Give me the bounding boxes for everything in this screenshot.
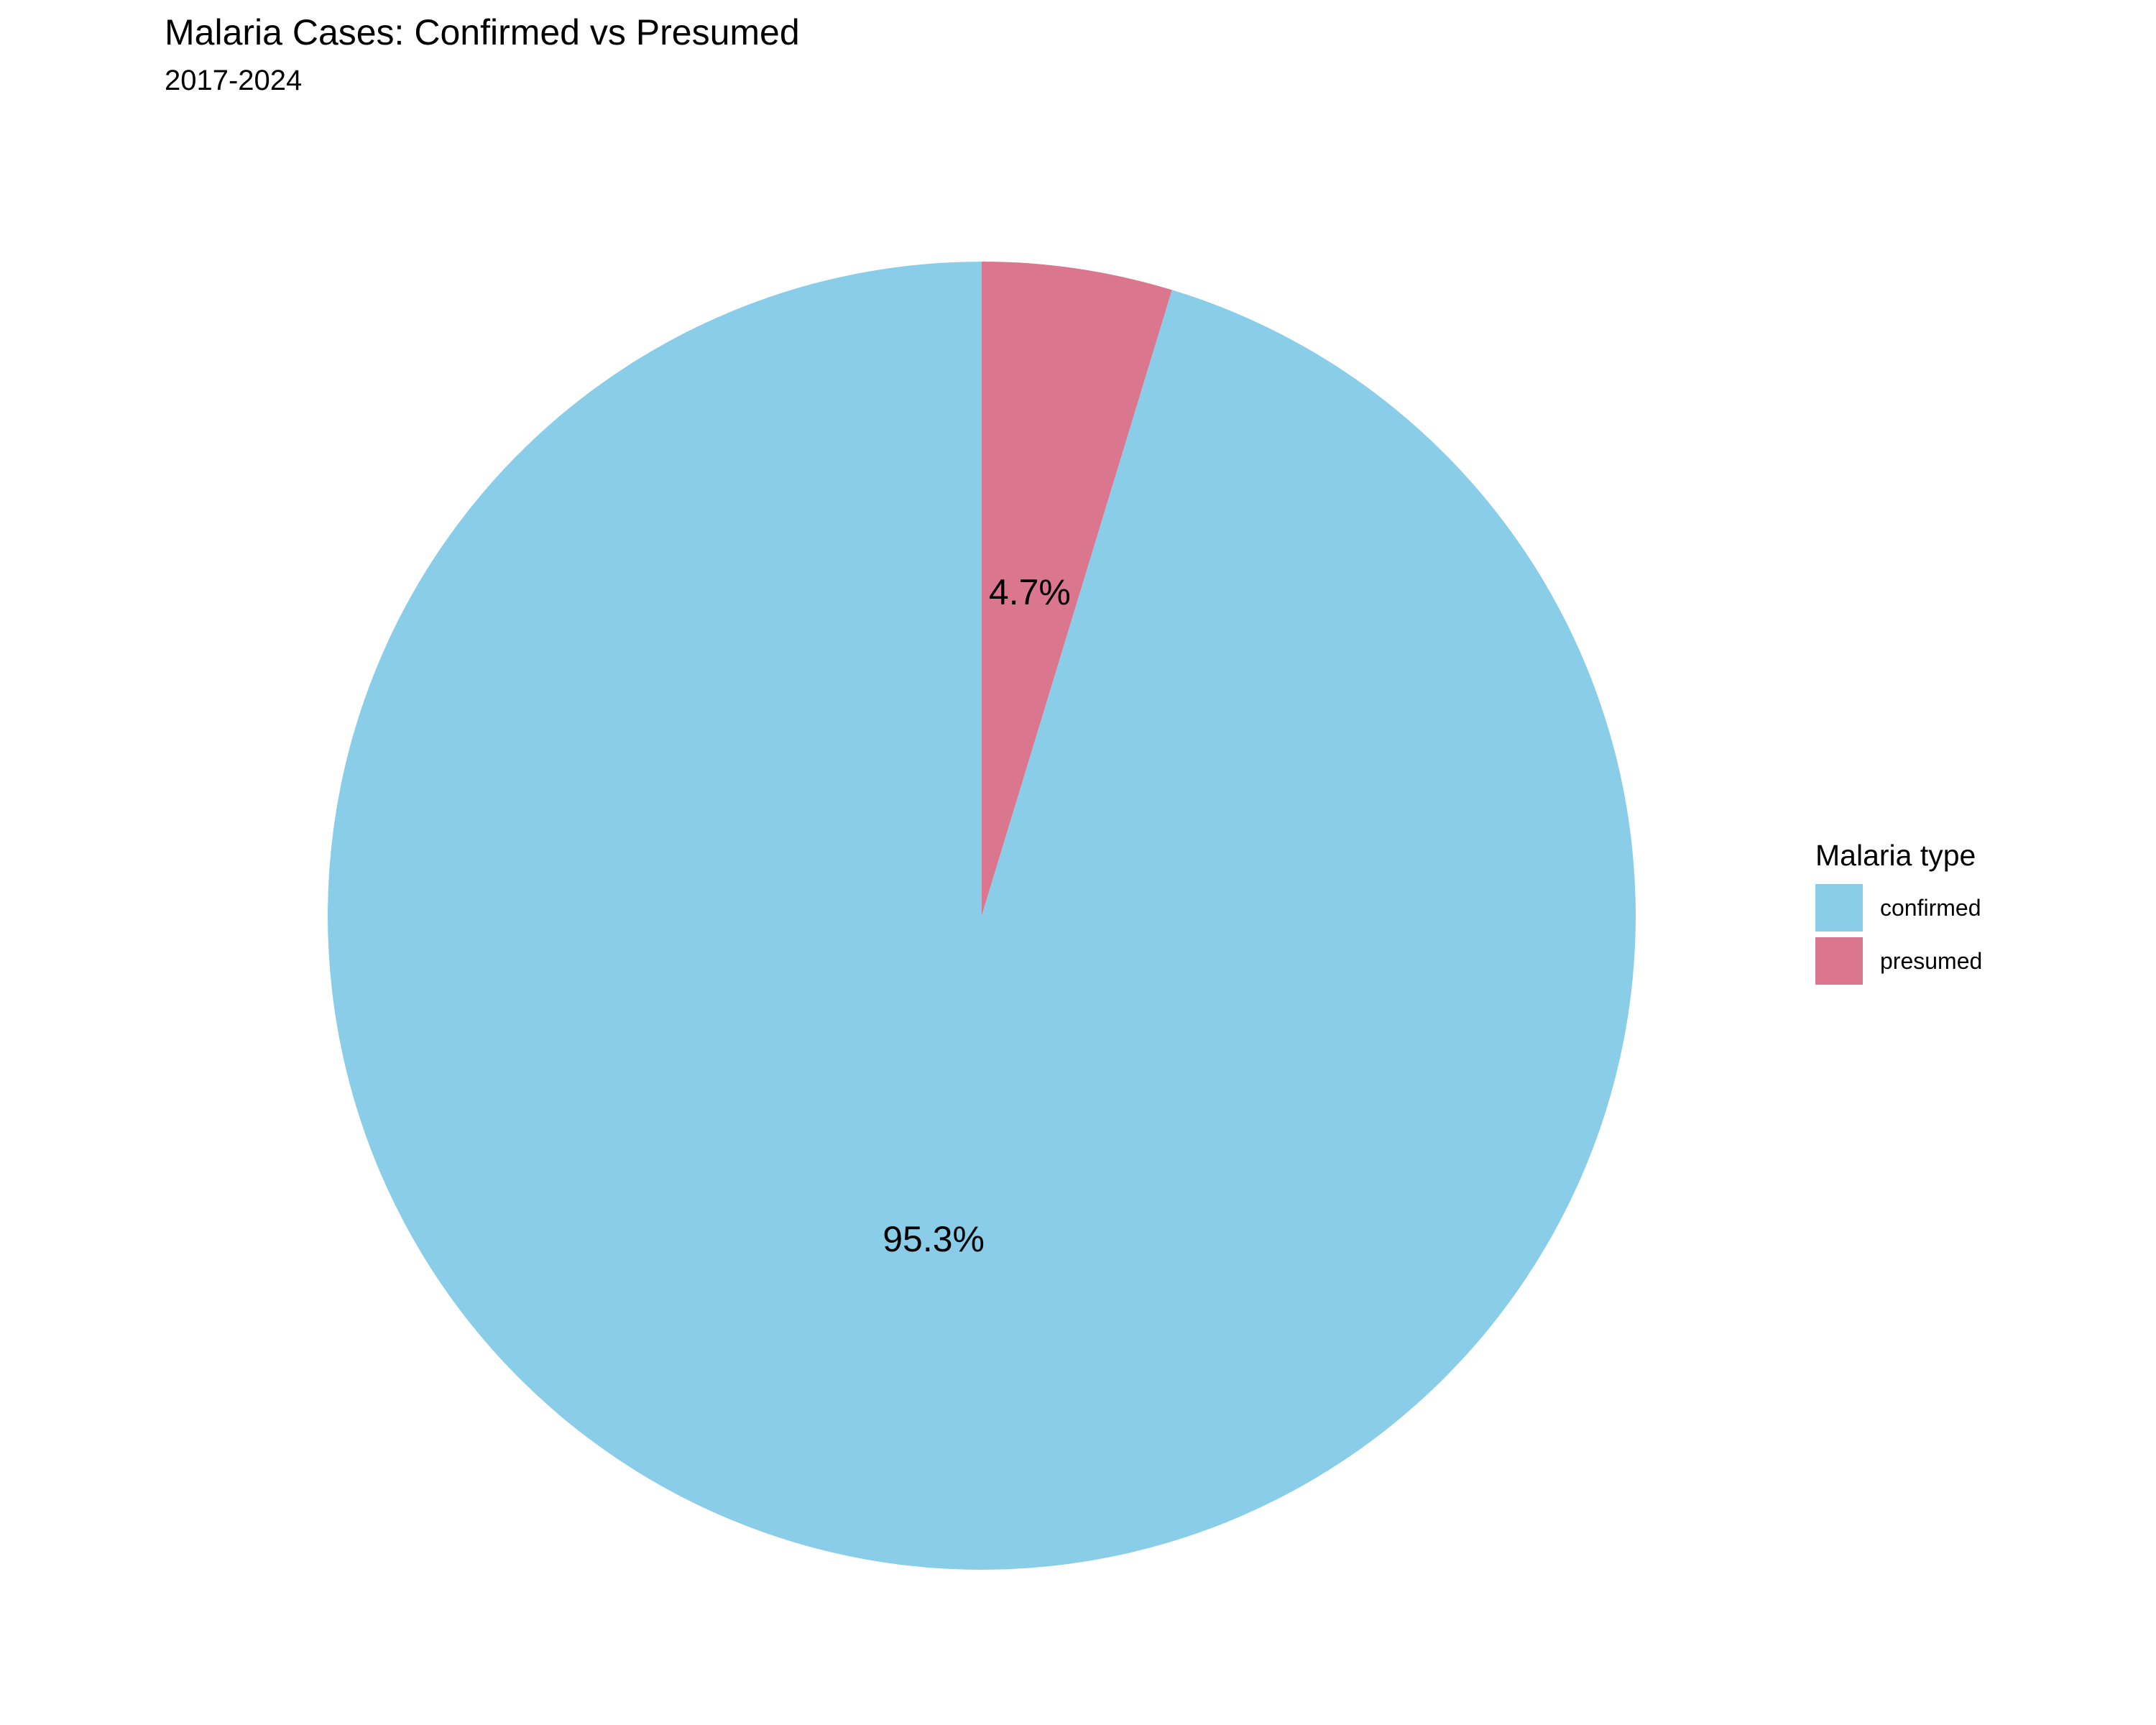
legend-swatch-presumed [1815, 937, 1863, 985]
legend: Malaria type confirmed presumed [1815, 835, 2031, 986]
slice-label-presumed: 4.7% [989, 572, 1071, 612]
legend-title: Malaria type [1815, 839, 1976, 872]
legend-swatch-confirmed [1815, 884, 1863, 932]
legend-item-confirmed: confirmed [1815, 883, 2031, 933]
legend-item-presumed: presumed [1815, 936, 2031, 986]
pie-slice-presumed [982, 262, 1172, 916]
slice-label-confirmed: 95.3% [883, 1219, 985, 1259]
legend-label-presumed: presumed [1880, 948, 1983, 974]
chart-subtitle: 2017-2024 [165, 65, 303, 96]
chart-title: Malaria Cases: Confirmed vs Presumed [165, 12, 800, 52]
pie-slice-confirmed [328, 262, 1636, 1570]
legend-label-confirmed: confirmed [1880, 895, 1981, 921]
